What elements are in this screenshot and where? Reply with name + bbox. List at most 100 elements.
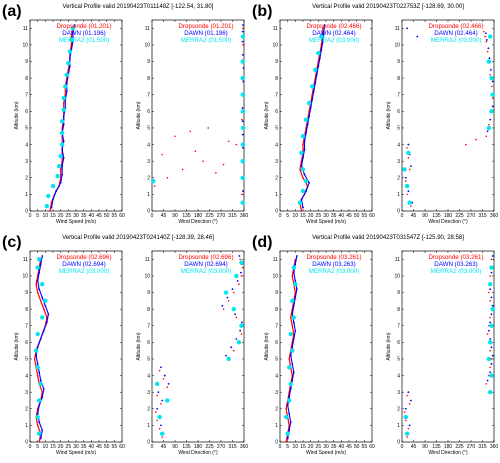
merra2-point — [486, 125, 492, 131]
merra2-point — [403, 414, 409, 420]
dawn-point — [239, 329, 242, 332]
dawn-point — [490, 68, 492, 71]
dropsonde-point — [160, 403, 162, 405]
x-tick-label: 315 — [478, 213, 487, 219]
merra2-point — [404, 183, 410, 189]
merra2-point — [234, 273, 239, 279]
dawn-point — [73, 24, 76, 26]
x-tick-label: 90 — [422, 213, 428, 219]
x-tick-label: 180 — [194, 444, 203, 450]
x-tick-label: 5 — [36, 213, 39, 219]
dawn-point — [42, 329, 45, 332]
legend-entry: Dropsonde (02.466) — [428, 23, 483, 30]
legend-entry: DAWN (02.694) — [62, 261, 105, 268]
merra2-point — [37, 431, 42, 436]
dawn-point — [160, 366, 162, 369]
dropsonde-point — [406, 436, 408, 438]
dawn-point — [303, 173, 306, 176]
y-tick-label: 2 — [25, 406, 28, 412]
merra2-point — [290, 298, 295, 304]
merra2-point — [58, 153, 63, 159]
legend-entry: Dropsonde (02.696) — [56, 254, 111, 261]
y-tick-label: 0 — [397, 209, 400, 215]
y-tick-label: 11 — [395, 257, 400, 263]
dawn-point — [323, 24, 326, 26]
dropsonde-point — [242, 44, 245, 46]
dawn-point — [406, 27, 409, 30]
y-tick-label: 6 — [397, 109, 400, 115]
x-tick-label: 60 — [119, 444, 125, 450]
y-tick-label: 8 — [275, 76, 278, 82]
y-tick-label: 2 — [275, 406, 278, 412]
dawn-point — [489, 288, 492, 291]
merra2-point — [404, 431, 410, 436]
dawn-point — [62, 156, 65, 159]
legend-entry: MERRA2 (03.000) — [431, 268, 482, 275]
dawn-point — [42, 387, 45, 390]
y-tick-label: 2 — [25, 175, 28, 181]
dropsonde-point — [241, 266, 244, 269]
merra2-point — [240, 109, 246, 114]
legend-entry: DAWN (01.196) — [184, 30, 227, 37]
y-tick-label: 2 — [147, 175, 150, 181]
dropsonde-point — [291, 324, 294, 327]
y-tick-label: 4 — [25, 373, 28, 379]
merra2-point — [293, 282, 298, 287]
dropsonde-point — [33, 358, 36, 360]
dawn-point — [230, 346, 233, 349]
x-tick-label: 60 — [119, 213, 125, 219]
x-tick-label: 0 — [279, 213, 282, 219]
panel-label: (d) — [252, 234, 272, 251]
y-axis-label: Altitude (km) — [14, 332, 20, 360]
dawn-point — [241, 53, 244, 56]
merra2-point — [157, 414, 162, 420]
dawn-point — [242, 80, 245, 83]
dropsonde-point — [62, 102, 65, 104]
y-tick-label: 5 — [275, 126, 278, 132]
dawn-point — [410, 165, 412, 168]
y-tick-label: 10 — [394, 43, 400, 49]
y-tick-label: 7 — [147, 323, 150, 329]
dawn-point — [292, 338, 295, 340]
merra2-point — [37, 398, 42, 403]
y-tick-label: 11 — [273, 257, 278, 263]
x-tick-label: 270 — [467, 444, 476, 450]
dawn-point — [47, 313, 50, 316]
y-tick-label: 6 — [25, 109, 28, 115]
dawn-point — [44, 304, 47, 307]
dropsonde-point — [242, 27, 244, 30]
dawn-point — [41, 296, 44, 299]
y-tick-label: 2 — [147, 406, 150, 412]
dawn-point — [242, 24, 244, 26]
merra2-point — [40, 315, 45, 320]
y-tick-label: 2 — [275, 175, 278, 181]
dawn-point — [286, 437, 289, 440]
y-tick-label: 9 — [275, 59, 278, 65]
y-tick-label: 8 — [25, 76, 28, 82]
y-tick-label: 0 — [275, 440, 278, 446]
x-tick-label: 25 — [66, 444, 72, 450]
merra2-point — [300, 188, 306, 194]
dawn-point — [491, 105, 494, 108]
dropsonde-point — [153, 185, 156, 187]
dropsonde-point — [238, 283, 240, 286]
dropsonde-point — [407, 157, 410, 159]
dawn-point — [294, 263, 297, 266]
dropsonde-point — [235, 143, 238, 146]
x-tick-label: 0 — [279, 444, 282, 450]
merra2-point — [69, 37, 74, 43]
panel-2: (c) Vertical Profile valid 20190423T02414… — [2, 234, 248, 456]
dawn-point — [292, 304, 295, 307]
dawn-point — [308, 181, 311, 184]
dawn-point — [407, 143, 410, 146]
y-tick-label: 8 — [275, 307, 278, 313]
dropsonde-point — [491, 85, 493, 88]
x-tick-label: 315 — [228, 213, 237, 219]
x-tick-label: 45 — [411, 444, 417, 450]
x-tick-label: 5 — [286, 213, 289, 219]
merra2-point — [406, 150, 411, 156]
x-tick-label: 40 — [339, 444, 345, 450]
dropsonde-point — [36, 424, 39, 427]
dawn-point — [490, 346, 493, 349]
